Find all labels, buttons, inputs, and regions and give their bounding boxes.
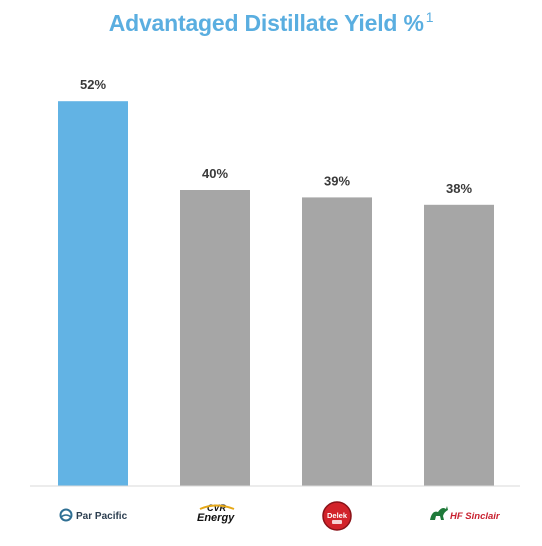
- bar-delek: [302, 197, 372, 486]
- cvr-logo-text: CVR: [207, 503, 227, 513]
- hf-sinclair-logo-text: HF Sinclair: [450, 511, 501, 522]
- value-label-par-pacific: 52%: [80, 77, 106, 92]
- par-pacific-logo-wave: [60, 514, 72, 518]
- value-label-cvr-energy: 40%: [202, 166, 228, 181]
- bars-group: [58, 101, 494, 487]
- delek-logo-underline: [332, 520, 342, 524]
- hf-sinclair-dinosaur-icon: [430, 506, 448, 520]
- bar-cvr-energy: [180, 190, 250, 486]
- category-logo-delek: Delek: [322, 501, 352, 531]
- chart-title: Advantaged Distillate Yield % 1: [0, 9, 542, 37]
- category-logo-hf-sinclair: HF Sinclair: [430, 506, 501, 522]
- title-footnote-marker: 1: [425, 9, 434, 25]
- value-label-delek: 39%: [324, 173, 350, 188]
- category-logo-cvr-energy: CVR Energy: [197, 503, 235, 524]
- delek-logo-text: Delek: [327, 511, 348, 520]
- category-logo-par-pacific: Par Pacific: [59, 508, 128, 522]
- bar-par-pacific: [58, 101, 128, 486]
- energy-logo-text: Energy: [197, 512, 235, 524]
- cvr-logo-swoosh: [199, 504, 235, 510]
- bar-hf-sinclair: [424, 204, 494, 487]
- par-pacific-logo-text: Par Pacific: [76, 511, 128, 522]
- par-pacific-logo-icon: [59, 508, 73, 522]
- delek-logo: [322, 501, 352, 531]
- chart-title-text: Advantaged Distillate Yield %: [108, 10, 424, 36]
- value-labels-group: 52% 40% 39% 38%: [80, 77, 472, 196]
- value-label-hf-sinclair: 38%: [446, 181, 472, 196]
